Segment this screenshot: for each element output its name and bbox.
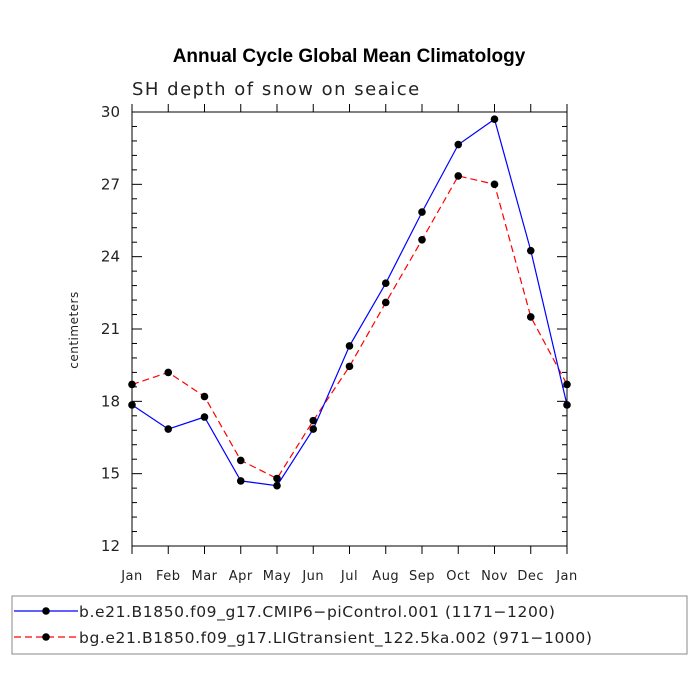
series-2-point xyxy=(490,180,499,189)
series-1-point xyxy=(381,279,390,287)
y-tick-label: 15 xyxy=(101,465,120,483)
legend-marker-1 xyxy=(42,607,50,615)
series-2-point xyxy=(526,313,535,321)
series-1-point xyxy=(526,246,535,255)
series-1-point xyxy=(200,413,209,421)
x-tick-label: Apr xyxy=(229,569,253,584)
series-2-point xyxy=(236,456,245,465)
series-1-point xyxy=(273,481,281,490)
x-tick-label: Jun xyxy=(301,569,324,584)
legend-label-2: bg.e21.B1850.f09_g17.LIGtransient_122.5k… xyxy=(79,629,593,648)
x-tick-label: May xyxy=(263,569,291,584)
y-tick-label: 24 xyxy=(101,248,120,266)
series-1-point xyxy=(490,115,499,124)
series-1-point xyxy=(454,140,463,149)
series-line-2 xyxy=(131,175,568,480)
x-tick-label: Jan xyxy=(120,569,143,584)
x-tick-label: Mar xyxy=(191,569,217,584)
series-2-point xyxy=(345,362,354,371)
x-tick-label: Oct xyxy=(446,569,470,584)
y-tick-label: 27 xyxy=(101,175,120,193)
x-tick-label: Sep xyxy=(409,569,435,584)
series-1-point xyxy=(418,208,426,216)
chart-subtitle: SH depth of snow on seaice xyxy=(132,79,421,100)
series-group xyxy=(128,115,571,490)
y-tick-label: 21 xyxy=(101,320,120,338)
legend-box xyxy=(11,595,688,655)
series-1-point xyxy=(236,477,245,485)
x-tick-label: Jan xyxy=(555,569,578,584)
series-line-1 xyxy=(131,118,568,487)
series-1-point xyxy=(164,425,173,433)
series-2-point xyxy=(454,172,463,180)
series-2-point xyxy=(200,392,209,401)
legend-marker-2 xyxy=(42,633,50,641)
axes: 12 15 18 21 24 27 30 Jan Feb Mar Apr May Jun Jul Aug Se… xyxy=(101,103,578,584)
series-2-point xyxy=(164,368,173,377)
y-axis-label: centimeters xyxy=(67,291,81,368)
x-tick-label: Jul xyxy=(340,569,358,584)
series-1-point xyxy=(309,425,318,433)
series-2-point xyxy=(381,298,390,307)
x-tick-label: Aug xyxy=(372,569,399,584)
series-2-point xyxy=(563,380,571,389)
legend: b.e21.B1850.f09_g17.CMIP6−piControl.001 … xyxy=(14,603,593,648)
series-2-point xyxy=(273,474,281,483)
series-2-point xyxy=(418,235,426,244)
x-tick-label: Nov xyxy=(481,569,508,584)
series-1-point xyxy=(345,342,354,350)
series-2-point xyxy=(309,416,318,425)
x-tick-label: Feb xyxy=(156,569,181,584)
series-2-point xyxy=(128,380,136,389)
plot-frame xyxy=(131,111,568,547)
legend-label-1: b.e21.B1850.f09_g17.CMIP6−piControl.001 … xyxy=(79,603,556,622)
series-1-point xyxy=(128,401,136,409)
chart-title: Annual Cycle Global Mean Climatology xyxy=(173,46,526,67)
y-tick-label: 30 xyxy=(101,103,120,121)
series-1-point xyxy=(563,401,571,409)
y-tick-label: 12 xyxy=(101,537,120,555)
x-tick-label: Dec xyxy=(517,569,544,584)
y-tick-label: 18 xyxy=(101,392,120,410)
